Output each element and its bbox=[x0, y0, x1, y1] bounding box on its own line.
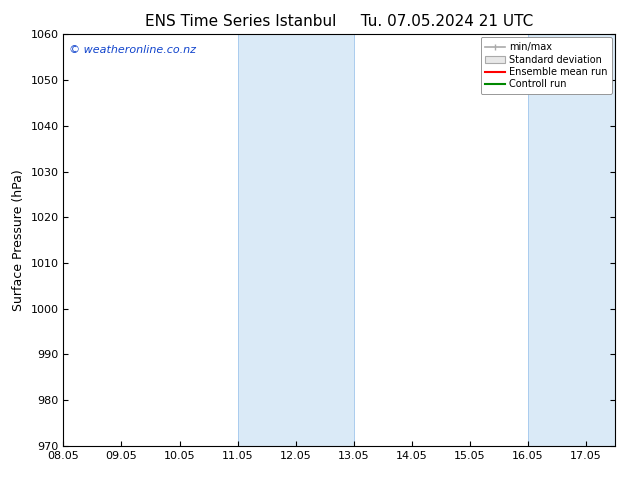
Legend: min/max, Standard deviation, Ensemble mean run, Controll run: min/max, Standard deviation, Ensemble me… bbox=[481, 37, 612, 94]
Bar bbox=[238, 34, 354, 446]
Title: ENS Time Series Istanbul     Tu. 07.05.2024 21 UTC: ENS Time Series Istanbul Tu. 07.05.2024 … bbox=[145, 14, 533, 29]
Y-axis label: Surface Pressure (hPa): Surface Pressure (hPa) bbox=[12, 169, 25, 311]
Bar bbox=[528, 34, 615, 446]
Text: © weatheronline.co.nz: © weatheronline.co.nz bbox=[69, 45, 196, 54]
